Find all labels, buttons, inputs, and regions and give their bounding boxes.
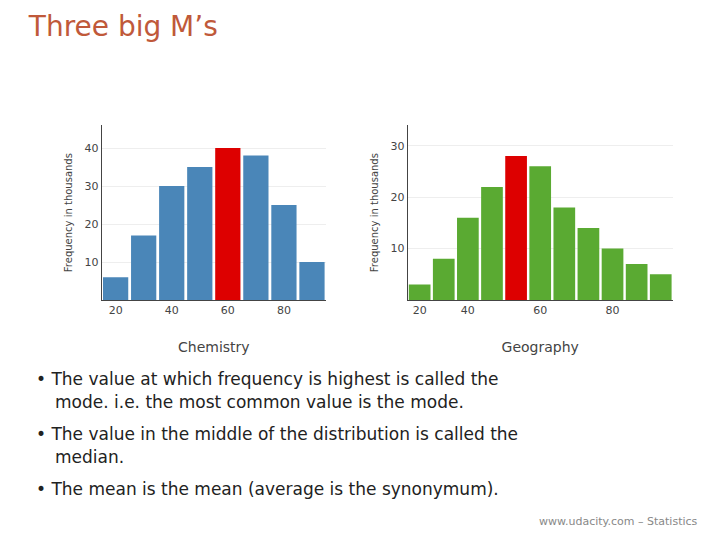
svg-text:80: 80	[277, 304, 291, 317]
svg-text:Frequency in thousands: Frequency in thousands	[63, 153, 74, 272]
svg-text:80: 80	[606, 304, 620, 317]
svg-text:30: 30	[84, 180, 98, 193]
svg-text:• The mean is the mean (averag: • The mean is the mean (average is the s…	[36, 479, 499, 499]
svg-text:• The value at which frequency: • The value at which frequency is highes…	[36, 369, 499, 389]
svg-text:40: 40	[461, 304, 475, 317]
svg-text:median.: median.	[55, 447, 124, 467]
svg-text:Frequency in thousands: Frequency in thousands	[369, 153, 380, 272]
svg-text:Geography: Geography	[502, 339, 579, 355]
svg-text:30: 30	[390, 140, 404, 153]
svg-text:60: 60	[221, 304, 235, 317]
svg-text:Chemistry: Chemistry	[178, 339, 250, 355]
svg-text:mode. i.e. the most common val: mode. i.e. the most common value is the …	[55, 392, 464, 412]
svg-text:20: 20	[413, 304, 427, 317]
svg-text:• The value in the middle of t: • The value in the middle of the distrib…	[36, 424, 518, 444]
svg-text:20: 20	[390, 191, 404, 204]
svg-text:10: 10	[390, 242, 404, 255]
svg-text:40: 40	[84, 142, 98, 155]
svg-text:www.udacity.com – Statistics: www.udacity.com – Statistics	[539, 515, 698, 528]
svg-text:60: 60	[533, 304, 547, 317]
svg-text:40: 40	[165, 304, 179, 317]
svg-text:20: 20	[84, 218, 98, 231]
svg-text:Three big M’s: Three big M’s	[28, 10, 218, 43]
svg-text:10: 10	[84, 256, 98, 269]
svg-text:20: 20	[109, 304, 123, 317]
